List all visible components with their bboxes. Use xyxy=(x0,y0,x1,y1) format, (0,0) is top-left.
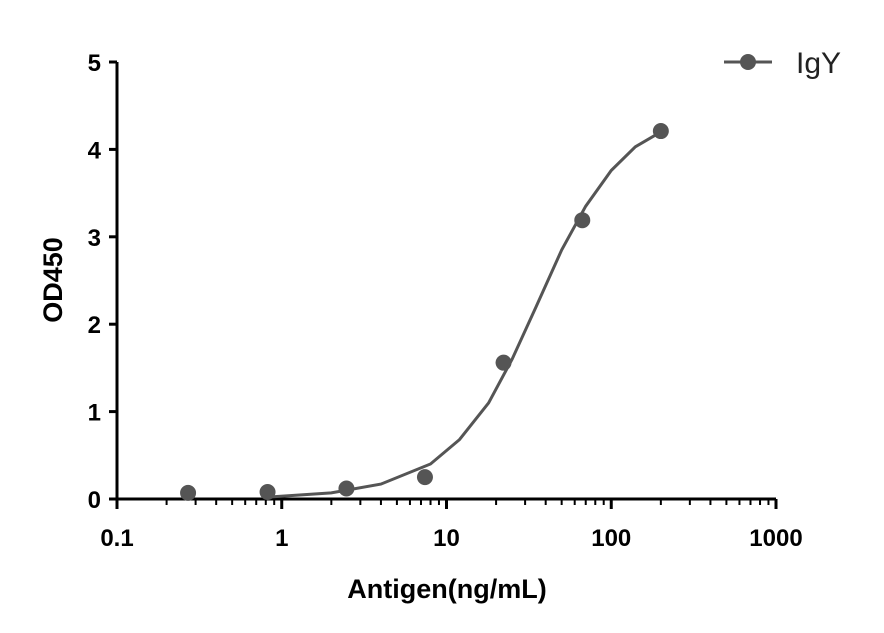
legend: IgY xyxy=(724,47,841,80)
axes: 0 1 2 3 4 5 0.1 1 10 100 1000 xyxy=(88,50,803,552)
data-point xyxy=(338,480,355,497)
data-point xyxy=(495,354,512,371)
x-tick-label: 1 xyxy=(275,525,288,552)
legend-marker xyxy=(740,54,756,70)
y-axis-title: OD450 xyxy=(38,237,68,323)
data-point xyxy=(416,469,433,486)
y-tick-label: 0 xyxy=(88,487,101,514)
data-point xyxy=(180,484,197,501)
y-tick-label: 3 xyxy=(88,225,101,252)
x-tick-label: 10 xyxy=(433,525,460,552)
y-tick-label: 4 xyxy=(88,137,102,164)
y-tick-label: 2 xyxy=(88,312,101,339)
data-point xyxy=(574,212,591,229)
x-tick-label: 0.1 xyxy=(100,525,133,552)
legend-label: IgY xyxy=(796,47,841,80)
y-tick-label: 1 xyxy=(88,400,101,427)
plot-area xyxy=(180,123,669,501)
fit-curve xyxy=(265,130,662,499)
x-axis-title: Antigen(ng/mL) xyxy=(347,574,546,604)
data-point xyxy=(259,484,276,501)
data-point xyxy=(652,123,669,140)
y-tick-label: 5 xyxy=(88,50,101,77)
x-tick-label: 100 xyxy=(591,525,631,552)
x-tick-label: 1000 xyxy=(749,525,802,552)
